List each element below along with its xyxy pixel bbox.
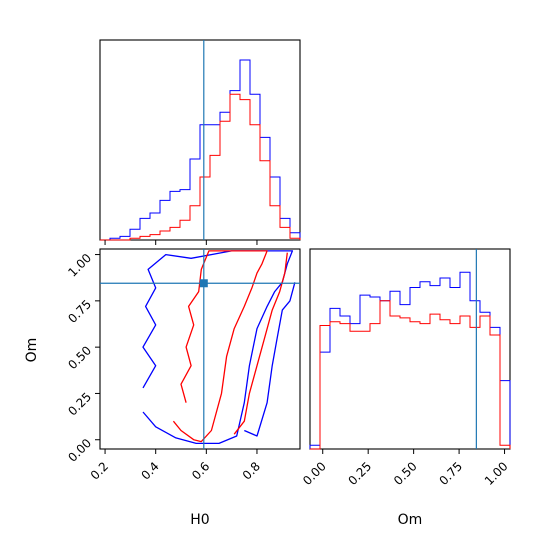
contour_H0_Om-series-1-level-0	[172, 250, 268, 443]
chart-marks: 0.2 0.4 0.6 0.8 0.00 0.25 0.50 0.75 1.00 0.00 0.25…	[65, 40, 511, 488]
hist-om-x-tick-label-1.00: 1.00	[482, 459, 511, 488]
hist-om-x-tick-label-0.50: 0.50	[391, 459, 420, 488]
hist_Om-series-0	[309, 271, 511, 449]
contour-y-tick-label-0.25: 0.25	[65, 390, 94, 419]
contour_H0_Om-series-1-level-1	[233, 252, 288, 435]
contour-y-tick-label-1.00: 1.00	[65, 251, 94, 280]
x-axis-label-h0: H0	[190, 512, 209, 528]
contour-y-tick-label-0.75: 0.75	[65, 297, 94, 326]
hist_H0-series-1	[100, 93, 301, 241]
contour-x-tick-label-0.4: 0.4	[138, 459, 161, 482]
contour_H0_Om-series-0-level-1	[244, 282, 296, 437]
y-axis-label-om: Om	[24, 338, 40, 363]
contour-x-tick-label-0.8: 0.8	[240, 459, 263, 482]
hist_H0-series-0	[100, 59, 301, 241]
hist-om-x-tick-label-0.75: 0.75	[436, 459, 465, 488]
hist_Om-series-1	[310, 300, 511, 450]
contour-y-tick-label-0.50: 0.50	[65, 343, 94, 372]
contour-x-tick-label-0.6: 0.6	[189, 459, 212, 482]
contour_H0_Om-series-0-level-0	[142, 250, 294, 445]
hist-h0-frame	[99, 39, 301, 241]
hist-om-x-tick-label-0.25: 0.25	[346, 459, 375, 488]
truth-point-marker	[199, 279, 208, 288]
hist-om-frame	[309, 248, 511, 450]
hist-om-x-tick-label-0.00: 0.00	[300, 459, 329, 488]
contour-h0-om-frame	[99, 248, 301, 450]
contour-x-tick-label-0.2: 0.2	[88, 459, 111, 482]
x-axis-label-om: Om	[398, 512, 423, 528]
contour-y-tick-label-0.00: 0.00	[65, 436, 94, 465]
